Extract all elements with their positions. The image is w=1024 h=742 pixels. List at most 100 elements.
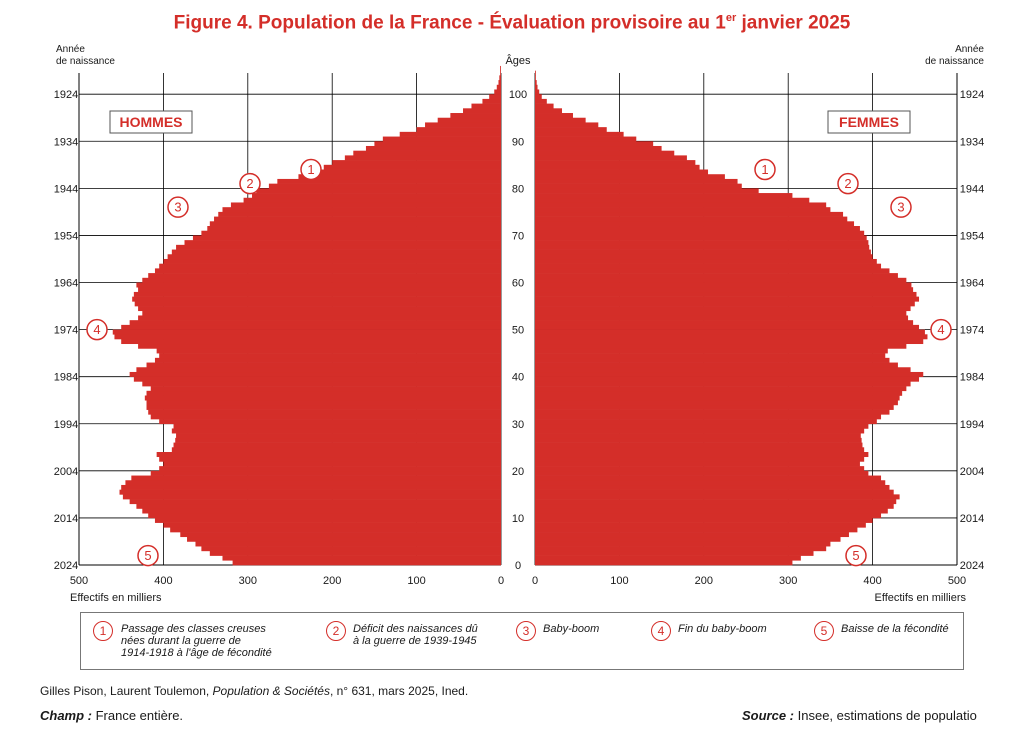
men-bar <box>500 65 501 71</box>
men-bar <box>142 310 502 316</box>
women-annotation-3-circle <box>890 196 912 218</box>
legend-item-2: Déficit des naissances dû à la guerre de … <box>353 623 478 647</box>
men-bar <box>119 489 502 495</box>
year-tick-label-right: 1974 <box>960 325 984 337</box>
women-bar <box>535 437 862 443</box>
women-bar <box>535 117 586 123</box>
women-bar <box>535 244 870 250</box>
men-x-tick-label: 500 <box>70 575 88 587</box>
women-bar <box>535 541 831 547</box>
men-bar <box>500 70 501 76</box>
men-bar <box>133 291 502 297</box>
women-bar <box>535 466 865 472</box>
women-x-tick-label: 500 <box>948 575 966 587</box>
women-bar <box>535 183 742 189</box>
women-bar <box>535 230 865 236</box>
men-bar <box>382 136 501 142</box>
age-tick-label: 90 <box>512 136 524 148</box>
women-bar <box>535 207 831 213</box>
women-bar <box>535 513 882 519</box>
women-bar <box>535 226 860 232</box>
women-bar <box>535 108 563 114</box>
women-bar <box>535 339 924 345</box>
men-bar <box>146 362 501 368</box>
women-bar <box>535 357 890 363</box>
women-bar <box>535 404 894 410</box>
women-bar <box>535 178 738 184</box>
men-bar <box>175 437 501 443</box>
men-bar <box>112 329 501 335</box>
men-bar <box>323 164 501 170</box>
men-bar <box>171 249 501 255</box>
annee-label-right: Année <box>955 44 984 55</box>
men-bar <box>471 103 501 109</box>
legend-item-1: Passage des classes creuses nées durant l… <box>121 623 272 659</box>
men-bar <box>138 343 501 349</box>
year-tick-label-left: 2014 <box>54 513 78 525</box>
men-bar <box>136 367 501 373</box>
men-bar <box>365 145 501 151</box>
women-annotation-1-circle <box>754 158 776 181</box>
women-bar <box>535 442 863 448</box>
men-bar <box>156 452 501 458</box>
men-bar <box>195 541 502 547</box>
men-bar <box>332 160 501 166</box>
women-bar <box>535 197 810 203</box>
year-tick-label-right: 1964 <box>960 278 984 290</box>
year-tick-label-right: 1954 <box>960 230 984 242</box>
year-tick-label-right: 1944 <box>960 183 984 195</box>
year-tick-label-right: 2024 <box>960 560 984 572</box>
men-bar <box>163 461 501 467</box>
men-bar <box>230 202 502 208</box>
men-bar <box>207 226 501 232</box>
women-bar <box>535 263 882 269</box>
men-bar <box>218 211 501 217</box>
men-annotation-5: 5 <box>144 548 151 563</box>
women-bar <box>535 150 675 156</box>
men-bar <box>150 386 502 392</box>
men-bar <box>399 131 501 137</box>
year-tick-label-left: 1964 <box>54 278 78 290</box>
legend-marker-3: 3 <box>516 621 536 641</box>
women-bar <box>535 131 624 137</box>
women-bar <box>535 527 858 533</box>
women-bar <box>535 282 912 288</box>
legend-item-5: Baisse de la fécondité <box>841 623 949 635</box>
men-bar <box>121 324 501 330</box>
men-bar <box>252 193 501 199</box>
men-bar <box>170 527 502 533</box>
women-bar <box>535 301 915 307</box>
women-bar <box>535 367 911 373</box>
legend-item-3: Baby-boom <box>543 623 600 635</box>
men-bar <box>450 113 501 119</box>
age-tick-label: 0 <box>515 560 521 572</box>
women-bar <box>535 258 877 264</box>
men-annotation-5-circle <box>137 544 159 567</box>
men-bar <box>180 532 501 538</box>
men-bar <box>125 480 502 486</box>
age-tick-label: 20 <box>512 466 524 478</box>
year-tick-label-right: 1994 <box>960 419 984 431</box>
men-x-tick-label: 0 <box>498 575 504 587</box>
women-bar <box>535 480 886 486</box>
year-tick-label-left: 1944 <box>54 183 78 195</box>
women-bar <box>535 216 848 222</box>
men-x-tick-label: 100 <box>407 575 425 587</box>
men-bar <box>173 423 501 429</box>
year-tick-label-right: 2004 <box>960 466 984 478</box>
age-tick-label: 70 <box>512 230 524 242</box>
women-bar <box>535 362 898 368</box>
source-note: Source : Insee, estimations de populatio <box>742 708 977 723</box>
women-bar <box>535 381 911 387</box>
age-tick-label: 40 <box>512 372 524 384</box>
men-bar <box>163 522 501 528</box>
men-bar <box>176 244 501 250</box>
women-bar <box>535 249 871 255</box>
men-bar <box>268 183 501 189</box>
women-bar <box>535 386 907 392</box>
legend-marker-5: 5 <box>814 621 834 641</box>
men-x-tick-label: 200 <box>323 575 341 587</box>
women-bar <box>535 414 882 420</box>
women-bar <box>535 452 869 458</box>
women-annotation-4: 4 <box>937 322 944 337</box>
